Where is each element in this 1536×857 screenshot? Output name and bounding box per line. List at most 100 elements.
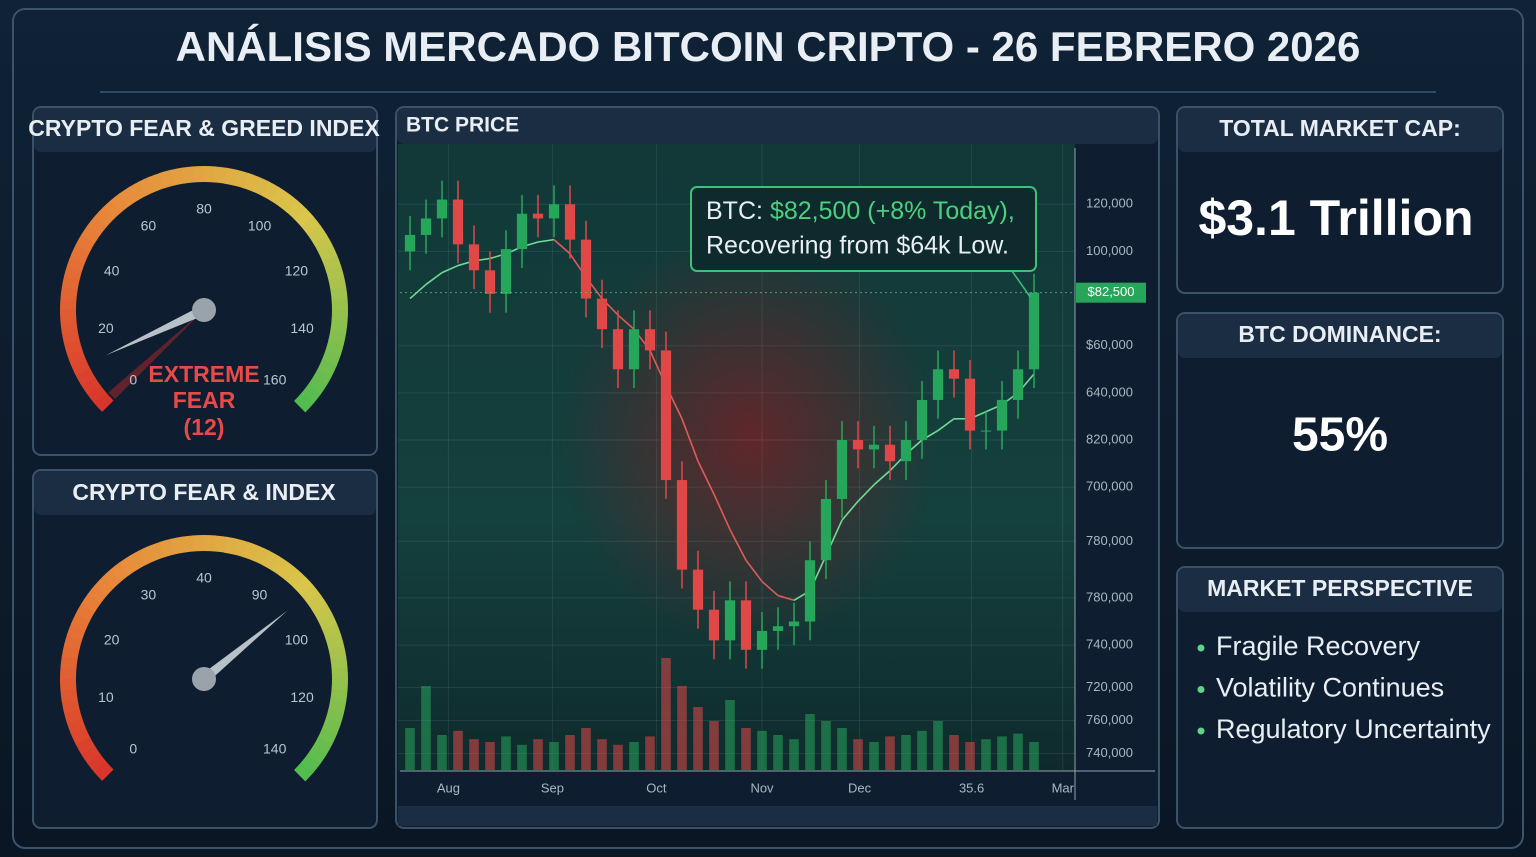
gauge-arc xyxy=(75,367,95,386)
gauge-arc xyxy=(102,200,122,220)
volume-bar xyxy=(693,707,703,770)
last-price-label: $82,500 xyxy=(1088,284,1135,299)
gauge-arc xyxy=(67,623,87,640)
x-tick-label: Dec xyxy=(848,780,872,795)
gauge-arc xyxy=(322,254,342,272)
gauge-arc xyxy=(300,385,321,405)
candle-body xyxy=(628,329,640,370)
gauge-tick-label: 100 xyxy=(285,631,309,647)
bullet xyxy=(1197,644,1205,652)
candle-body xyxy=(916,399,928,440)
volume-bar xyxy=(965,742,975,770)
candle-body xyxy=(596,298,608,330)
gauge-tick-label: 0 xyxy=(129,371,137,387)
market-cap-value: $3.1 Trillion xyxy=(1198,190,1473,246)
gauge-arc xyxy=(87,215,108,235)
gauge-arc xyxy=(61,698,80,713)
gauge-arc xyxy=(70,358,90,376)
candle-body xyxy=(724,600,736,641)
gauge-arc xyxy=(87,384,107,404)
ma-line xyxy=(729,529,747,561)
y-tick-label: 780,000 xyxy=(1086,533,1133,548)
candle-body xyxy=(1028,292,1040,370)
candle-body xyxy=(468,244,480,271)
candle-body xyxy=(548,204,560,219)
ma-line xyxy=(873,470,891,486)
gauge-tick-label: 100 xyxy=(248,218,272,234)
panel-header xyxy=(1178,108,1502,152)
volume-bar xyxy=(533,739,543,770)
candle-body xyxy=(900,440,912,462)
y-tick-label: 100,000 xyxy=(1086,243,1133,258)
x-tick-label: Nov xyxy=(750,780,774,795)
annotation-line: Recovering from $64k Low. xyxy=(706,232,1009,260)
volume-bar xyxy=(773,735,783,770)
perspective-item: Regulatory Uncertainty xyxy=(1216,714,1491,744)
volume-bar xyxy=(469,739,479,770)
gauge-arc xyxy=(170,536,185,555)
candle-body xyxy=(644,329,656,351)
candle-body xyxy=(484,270,496,294)
volume-bar xyxy=(549,742,559,770)
gauge-arc xyxy=(243,542,260,562)
candle-body xyxy=(996,399,1008,431)
annotation-line: BTC: $82,500 (+8% Today), xyxy=(706,197,1015,225)
gauge-tick-label: 120 xyxy=(285,262,309,278)
y-tick-label: 720,000 xyxy=(1086,679,1133,694)
gauge-arc xyxy=(181,535,195,553)
candle-body xyxy=(660,350,672,481)
gauge-tick-label: 140 xyxy=(290,320,314,336)
volume-bar xyxy=(949,735,959,770)
bullet xyxy=(1197,727,1205,735)
volume-bar xyxy=(645,736,655,770)
panel-frame xyxy=(32,469,378,829)
gauge-arc xyxy=(61,329,80,344)
ma-line xyxy=(841,500,859,521)
gauge-tick-label: 140 xyxy=(263,740,287,756)
volume-bar xyxy=(869,742,879,770)
gauge-arc xyxy=(294,208,314,228)
gauge-arc xyxy=(328,645,347,660)
gauge-arc xyxy=(233,169,250,189)
gauge-arc xyxy=(293,393,314,413)
gauge-arc xyxy=(328,276,347,291)
volume-bar xyxy=(565,735,575,770)
gauge-arc xyxy=(159,169,175,189)
gauge-arc xyxy=(294,577,314,597)
volume-bar xyxy=(677,686,687,770)
x-tick-label: Aug xyxy=(437,780,460,795)
gauge-tick-label: 80 xyxy=(196,201,212,217)
volume-bar xyxy=(757,730,767,770)
gauge-tick-label: 90 xyxy=(252,587,268,603)
panel-header xyxy=(34,108,376,152)
gauge-needle xyxy=(105,305,207,356)
candle-body xyxy=(980,430,992,432)
candle-body xyxy=(452,199,464,245)
gauge-needle xyxy=(200,610,288,683)
volume-bar xyxy=(581,728,591,770)
gauge-arc xyxy=(81,224,101,244)
volume-bar xyxy=(661,658,671,770)
gauge-arc xyxy=(87,584,108,604)
panel-title: CRYPTO FEAR & INDEX xyxy=(72,479,336,505)
annotation-box xyxy=(690,186,1037,272)
gauge-arc xyxy=(80,376,101,395)
gauge-arc xyxy=(328,698,347,714)
candle-body xyxy=(820,498,832,561)
gauge-arc xyxy=(252,545,271,566)
gauge-arc xyxy=(223,167,239,186)
gauge-tick-label: 20 xyxy=(104,631,120,647)
y-tick-label: 820,000 xyxy=(1086,431,1133,446)
candle-body xyxy=(852,440,864,450)
candle-body xyxy=(948,369,960,379)
candle-body xyxy=(420,218,432,235)
gauge-tick-label: 20 xyxy=(98,320,114,336)
gauge-arc xyxy=(330,656,348,670)
gauge-tick-label: 120 xyxy=(290,689,314,705)
ma-line xyxy=(713,493,731,530)
gauge-arc xyxy=(317,358,338,377)
ma-line xyxy=(937,418,955,432)
perspective-item: Volatility Continues xyxy=(1216,673,1444,703)
volume-bar xyxy=(485,742,495,770)
